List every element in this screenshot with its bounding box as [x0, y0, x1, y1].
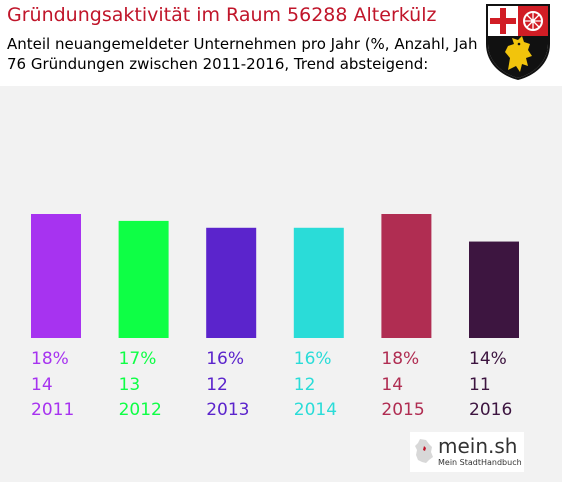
bar-2013: [206, 227, 257, 338]
year-label-2012: 2012: [119, 400, 162, 420]
percent-label-2011: 18%: [31, 349, 69, 369]
rhineland-palatinate-coat-of-arms-icon: [478, 0, 558, 82]
count-label-2016: 11: [469, 375, 491, 395]
year-label-2013: 2013: [206, 400, 249, 420]
year-label-2011: 2011: [31, 400, 74, 420]
chart-title: Gründungsaktivität im Raum 56288 Alterkü…: [7, 4, 437, 26]
logo-tagline: Mein StadtHandbuch: [438, 458, 522, 467]
bar-2011: [31, 214, 81, 338]
germany-map-icon: [415, 439, 433, 463]
count-label-2014: 12: [294, 375, 316, 395]
count-label-2012: 13: [119, 375, 141, 395]
percent-label-2014: 16%: [294, 349, 332, 369]
bar-2015: [381, 214, 432, 338]
year-label-2016: 2016: [469, 400, 512, 420]
count-label-2011: 14: [31, 375, 53, 395]
percent-label-2016: 14%: [469, 349, 507, 369]
bar-2016: [469, 241, 519, 338]
chart-subtitle: Anteil neuangemeldeter Unternehmen pro J…: [7, 35, 490, 53]
count-label-2015: 14: [381, 375, 403, 395]
plot-area: [0, 86, 562, 482]
bar-2014: [293, 227, 344, 338]
count-label-2013: 12: [206, 375, 228, 395]
percent-label-2015: 18%: [381, 349, 419, 369]
percent-label-2013: 16%: [206, 349, 244, 369]
logo-name: mein.sh: [438, 434, 518, 458]
mein-sh-logo: mein.sh Mein StadtHandbuch: [410, 432, 524, 472]
year-label-2015: 2015: [381, 400, 424, 420]
percent-label-2012: 17%: [119, 349, 157, 369]
bar-2012: [118, 220, 169, 338]
year-label-2014: 2014: [294, 400, 337, 420]
chart-summary: 76 Gründungen zwischen 2011-2016, Trend …: [7, 55, 429, 73]
